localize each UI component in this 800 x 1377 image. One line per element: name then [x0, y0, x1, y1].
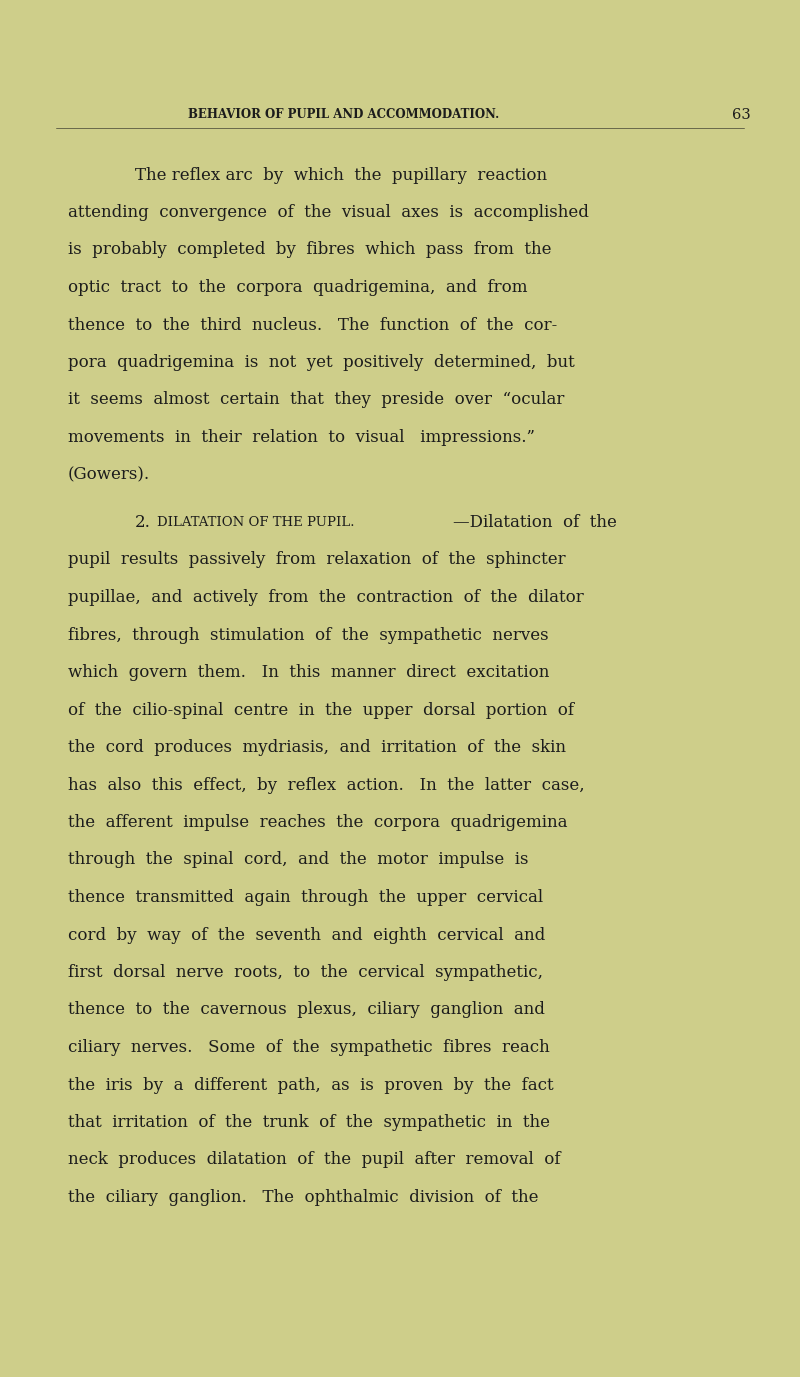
- Text: has  also  this  effect,  by  reflex  action.   In  the  latter  case,: has also this effect, by reflex action. …: [68, 777, 585, 793]
- Text: which  govern  them.   In  this  manner  direct  excitation: which govern them. In this manner direct…: [68, 664, 550, 682]
- Text: 2.: 2.: [135, 514, 151, 532]
- Text: ciliary  nerves.   Some  of  the  sympathetic  fibres  reach: ciliary nerves. Some of the sympathetic …: [68, 1040, 550, 1056]
- Text: BEHAVIOR OF PUPIL AND ACCOMMODATION.: BEHAVIOR OF PUPIL AND ACCOMMODATION.: [188, 109, 500, 121]
- Text: thence  to  the  cavernous  plexus,  ciliary  ganglion  and: thence to the cavernous plexus, ciliary …: [68, 1001, 545, 1019]
- Text: (Gowers).: (Gowers).: [68, 467, 150, 483]
- Text: 63: 63: [732, 107, 750, 123]
- Text: that  irritation  of  the  trunk  of  the  sympathetic  in  the: that irritation of the trunk of the symp…: [68, 1114, 550, 1131]
- Text: thence  transmitted  again  through  the  upper  cervical: thence transmitted again through the upp…: [68, 890, 543, 906]
- Text: of  the  cilio-spinal  centre  in  the  upper  dorsal  portion  of: of the cilio-spinal centre in the upper …: [68, 701, 574, 719]
- Text: the  ciliary  ganglion.   The  ophthalmic  division  of  the: the ciliary ganglion. The ophthalmic div…: [68, 1188, 538, 1206]
- Text: first  dorsal  nerve  roots,  to  the  cervical  sympathetic,: first dorsal nerve roots, to the cervica…: [68, 964, 543, 980]
- Text: attending  convergence  of  the  visual  axes  is  accomplished: attending convergence of the visual axes…: [68, 204, 589, 220]
- Text: DILATATION OF THE PUPIL.: DILATATION OF THE PUPIL.: [158, 516, 355, 529]
- Text: thence  to  the  third  nucleus.   The  function  of  the  cor-: thence to the third nucleus. The functio…: [68, 317, 558, 333]
- Text: the  cord  produces  mydriasis,  and  irritation  of  the  skin: the cord produces mydriasis, and irritat…: [68, 739, 566, 756]
- Text: —Dilatation  of  the: —Dilatation of the: [454, 514, 618, 532]
- Text: cord  by  way  of  the  seventh  and  eighth  cervical  and: cord by way of the seventh and eighth ce…: [68, 927, 546, 943]
- Text: through  the  spinal  cord,  and  the  motor  impulse  is: through the spinal cord, and the motor i…: [68, 851, 529, 869]
- Text: pora  quadrigemina  is  not  yet  positively  determined,  but: pora quadrigemina is not yet positively …: [68, 354, 574, 370]
- Text: neck  produces  dilatation  of  the  pupil  after  removal  of: neck produces dilatation of the pupil af…: [68, 1151, 561, 1169]
- Text: it  seems  almost  certain  that  they  preside  over  “ocular: it seems almost certain that they presid…: [68, 391, 564, 409]
- Text: pupil  results  passively  from  relaxation  of  the  sphincter: pupil results passively from relaxation …: [68, 552, 566, 569]
- Text: The reflex arc  by  which  the  pupillary  reaction: The reflex arc by which the pupillary re…: [135, 167, 547, 183]
- Text: the  afferent  impulse  reaches  the  corpora  quadrigemina: the afferent impulse reaches the corpora…: [68, 814, 567, 830]
- Text: movements  in  their  relation  to  visual   impressions.”: movements in their relation to visual im…: [68, 430, 535, 446]
- Text: pupillae,  and  actively  from  the  contraction  of  the  dilator: pupillae, and actively from the contract…: [68, 589, 584, 606]
- Text: optic  tract  to  the  corpora  quadrigemina,  and  from: optic tract to the corpora quadrigemina,…: [68, 280, 527, 296]
- Text: is  probably  completed  by  fibres  which  pass  from  the: is probably completed by fibres which pa…: [68, 241, 551, 259]
- Text: fibres,  through  stimulation  of  the  sympathetic  nerves: fibres, through stimulation of the sympa…: [68, 627, 549, 643]
- Text: the  iris  by  a  different  path,  as  is  proven  by  the  fact: the iris by a different path, as is prov…: [68, 1077, 554, 1093]
